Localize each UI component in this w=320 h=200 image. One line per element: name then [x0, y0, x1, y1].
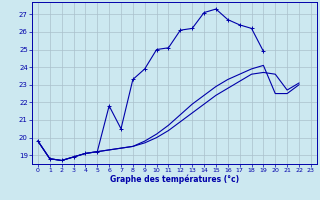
X-axis label: Graphe des températures (°c): Graphe des températures (°c): [110, 175, 239, 184]
